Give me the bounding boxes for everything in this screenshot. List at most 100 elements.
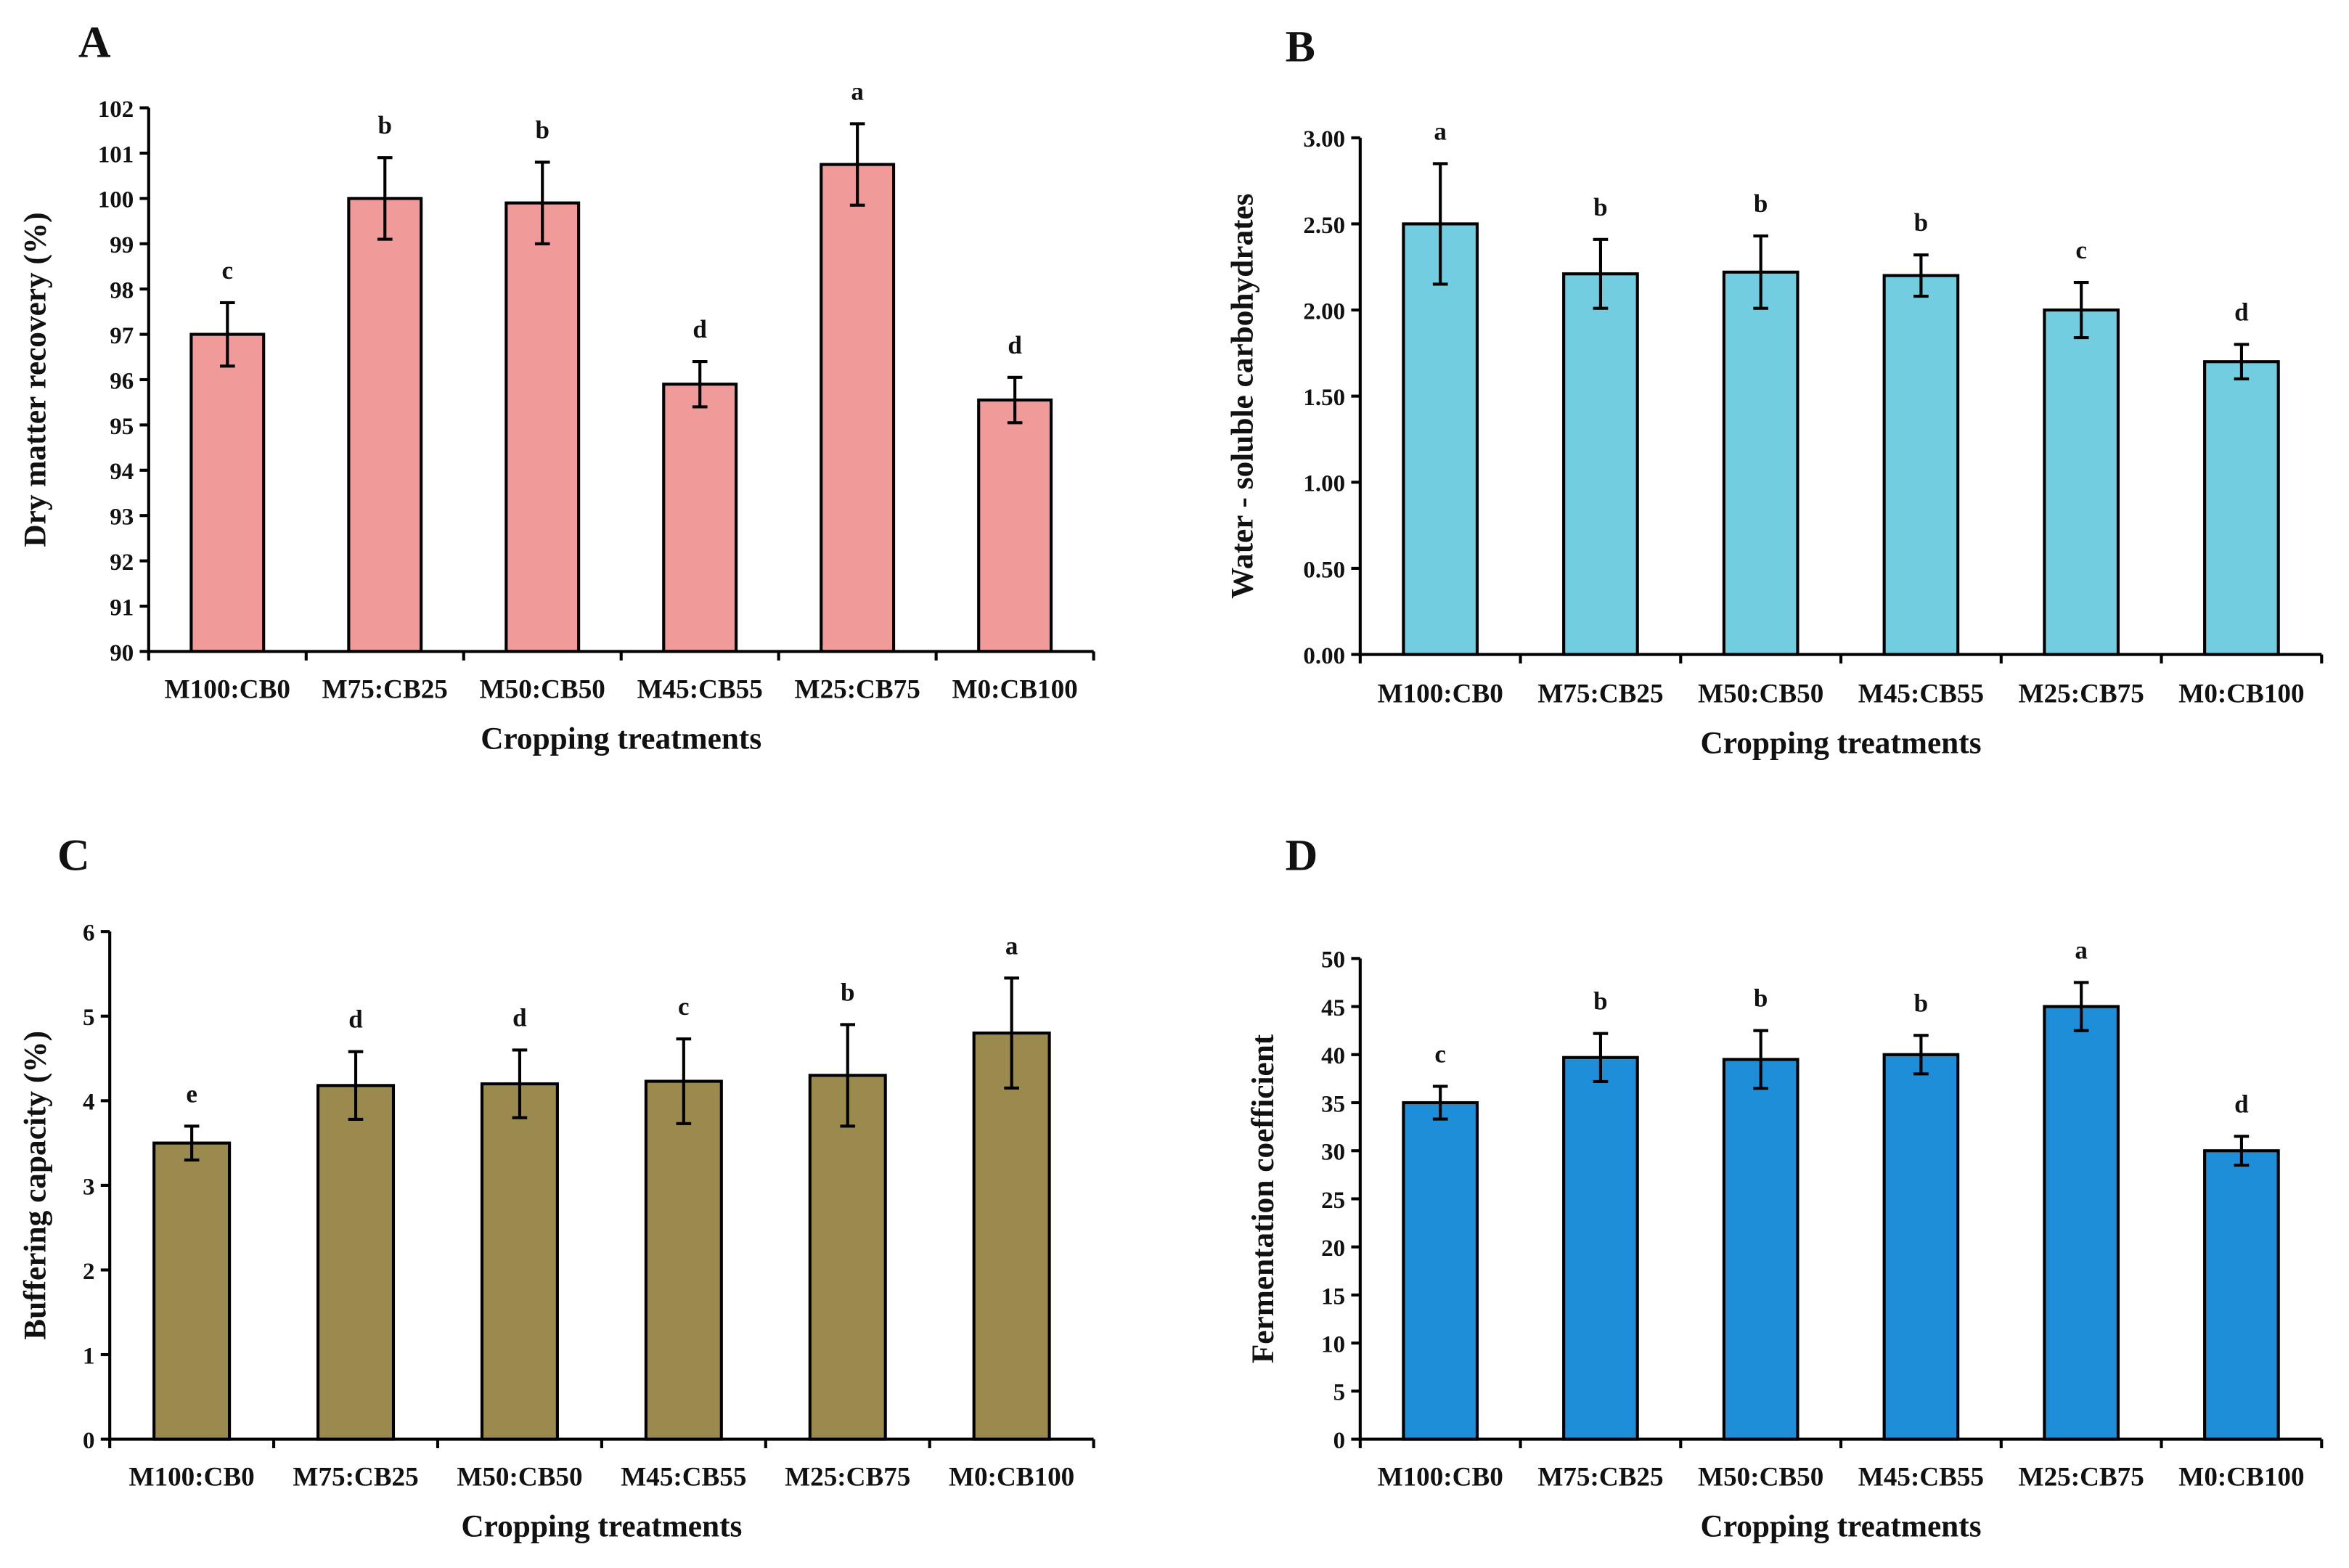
y-tick-label: 2.50 — [1303, 213, 1345, 239]
significance-letter: d — [2234, 1090, 2249, 1118]
y-tick-label: 97 — [110, 323, 134, 349]
y-tick-label: 0.00 — [1303, 643, 1345, 669]
y-tick-label: 15 — [1321, 1283, 1345, 1310]
x-tick-label: M50:CB50 — [1698, 679, 1823, 709]
y-tick-label: 40 — [1321, 1043, 1345, 1069]
y-tick-label: 3.00 — [1303, 126, 1345, 152]
significance-letter: e — [186, 1079, 197, 1108]
bar — [2203, 360, 2280, 656]
y-tick-label: 95 — [110, 414, 134, 440]
bar — [152, 1141, 232, 1441]
bar — [820, 163, 896, 653]
significance-letter: b — [378, 111, 393, 139]
significance-letter: c — [678, 992, 690, 1021]
y-tick-label: 1.00 — [1303, 471, 1345, 497]
x-tick-label: M100:CB0 — [1378, 679, 1503, 709]
panel-letter: A — [78, 17, 111, 67]
y-tick-label: 0.50 — [1303, 557, 1345, 583]
x-tick-label: M0:CB100 — [2178, 679, 2304, 709]
x-tick-label: M75:CB25 — [1537, 679, 1663, 709]
y-tick-label: 98 — [110, 278, 134, 304]
significance-letter: a — [2075, 936, 2088, 964]
x-tick-label: M45:CB55 — [1858, 679, 1984, 709]
significance-letter: b — [1914, 989, 1929, 1017]
bar — [189, 332, 266, 653]
x-tick-label: M25:CB75 — [785, 1463, 910, 1493]
bar — [2203, 1149, 2280, 1441]
significance-letter: b — [1754, 189, 1768, 218]
y-tick-label: 101 — [98, 142, 134, 168]
bar — [808, 1074, 887, 1441]
x-tick-label: M0:CB100 — [2178, 1463, 2304, 1493]
y-tick-label: 92 — [110, 550, 134, 576]
y-tick-label: 35 — [1321, 1091, 1345, 1117]
significance-letter: c — [1434, 1040, 1446, 1068]
significance-letter: d — [348, 1005, 363, 1034]
panel-letter: B — [1286, 23, 1315, 72]
bar — [2043, 1005, 2120, 1441]
y-tick-label: 5 — [83, 1005, 95, 1031]
y-tick-label: 91 — [110, 595, 134, 621]
panel-letter: C — [57, 831, 90, 881]
bar — [347, 197, 423, 653]
x-tick-label: M0:CB100 — [952, 674, 1077, 704]
bar — [1882, 1053, 1960, 1441]
bar — [1402, 1101, 1479, 1441]
bar — [1722, 1058, 1799, 1441]
x-tick-label: M45:CB55 — [1858, 1463, 1984, 1493]
y-tick-label: 2.00 — [1303, 298, 1345, 324]
bar — [316, 1084, 396, 1441]
y-tick-label: 93 — [110, 505, 134, 531]
y-tick-label: 1 — [83, 1343, 95, 1369]
y-tick-label: 6 — [83, 920, 95, 947]
bar — [644, 1079, 723, 1441]
y-tick-label: 0 — [83, 1428, 95, 1454]
y-axis-label: Buffering capacity (%) — [17, 1031, 52, 1340]
y-tick-label: 25 — [1321, 1188, 1345, 1214]
x-tick-label: M75:CB25 — [1537, 1463, 1663, 1493]
x-axis-label: Cropping treatments — [461, 1509, 742, 1544]
y-tick-label: 102 — [98, 97, 134, 123]
significance-letter: b — [1754, 984, 1768, 1013]
significance-letter: b — [535, 115, 550, 144]
bar — [662, 383, 738, 653]
y-tick-label: 4 — [83, 1090, 95, 1116]
x-tick-label: M25:CB75 — [2019, 679, 2144, 709]
bar — [1722, 270, 1799, 656]
bar — [480, 1082, 559, 1441]
panel-letter: D — [1286, 831, 1318, 881]
significance-letter: d — [693, 315, 707, 343]
significance-letter: a — [851, 77, 864, 105]
x-tick-label: M75:CB25 — [322, 674, 448, 704]
bar — [972, 1032, 1051, 1441]
significance-letter: c — [222, 256, 234, 285]
bar — [504, 201, 581, 653]
bar — [1402, 222, 1479, 656]
significance-letter: b — [841, 978, 855, 1006]
y-axis-label: Dry matter recovery (%) — [17, 212, 52, 547]
y-tick-label: 2 — [83, 1259, 95, 1285]
bar — [977, 398, 1053, 653]
x-tick-label: M100:CB0 — [129, 1463, 255, 1493]
y-tick-label: 10 — [1321, 1332, 1345, 1358]
y-tick-label: 30 — [1321, 1140, 1345, 1166]
y-tick-label: 50 — [1321, 947, 1345, 973]
y-tick-label: 99 — [110, 232, 134, 258]
x-tick-label: M50:CB50 — [457, 1463, 582, 1493]
x-tick-label: M50:CB50 — [480, 674, 605, 704]
x-tick-label: M100:CB0 — [165, 674, 290, 704]
y-tick-label: 94 — [110, 459, 134, 485]
x-axis-label: Cropping treatments — [1701, 1509, 1982, 1544]
panel-d: Dc M100:CB0 b M75:CB25 b M50:CB50 b M45:CB55 a M2… — [1246, 831, 2324, 1544]
panel-c: Ce M100:CB0 d M75:CB25 d M50:CB50 c M45:CB55 b M2… — [17, 831, 1095, 1544]
y-tick-label: 0 — [1333, 1428, 1346, 1454]
panel-b: Ba M100:CB0 b M75:CB25 b M50:CB50 b M45:CB55 c M2… — [1225, 23, 2324, 761]
significance-letter: d — [512, 1003, 527, 1032]
y-tick-label: 20 — [1321, 1236, 1345, 1262]
y-axis-label: Fermentation coefficient — [1246, 1034, 1280, 1363]
significance-letter: c — [2075, 236, 2087, 264]
y-tick-label: 5 — [1333, 1380, 1346, 1406]
x-tick-label: M0:CB100 — [949, 1463, 1074, 1493]
significance-letter: a — [1005, 931, 1018, 960]
